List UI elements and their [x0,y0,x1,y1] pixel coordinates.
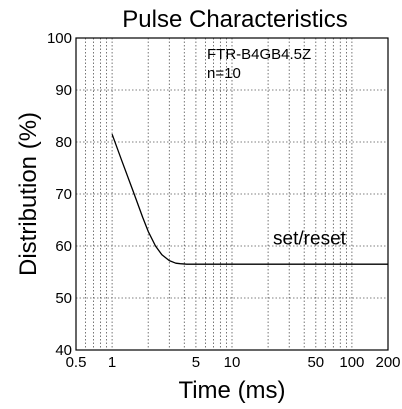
series-group: set/reset [111,133,388,265]
x-tick-label: 10 [224,354,241,371]
grid [76,38,388,350]
y-axis-label: Distribution (%) [15,112,42,276]
y-tick-labels: 40 50 60 70 80 90 100 [47,30,72,359]
series-line-set-reset [111,133,388,265]
y-tick-label: 100 [47,30,72,47]
x-axis-label: Time (ms) [178,377,285,404]
annotation-sample-size: n=10 [207,65,241,82]
y-tick-label: 70 [55,186,72,203]
y-tick-label: 60 [55,238,72,255]
series-label-set-reset: set/reset [273,228,347,249]
annotation-model: FTR-B4GB4.5Z [207,46,311,63]
y-tick-label: 90 [55,82,72,99]
plot-frame [75,37,389,351]
x-tick-label: 50 [307,354,324,371]
y-tick-label: 40 [55,342,72,359]
x-tick-label: 5 [192,354,200,371]
chart-title: Pulse Characteristics [122,6,347,33]
x-tick-labels: 0.5 1 5 10 50 100 200 [66,354,401,371]
x-tick-label: 200 [375,354,400,371]
x-tick-label: 0.5 [66,354,87,371]
x-tick-label: 100 [339,354,364,371]
y-tick-label: 80 [55,134,72,151]
x-tick-label: 1 [108,354,116,371]
y-tick-label: 50 [55,290,72,307]
